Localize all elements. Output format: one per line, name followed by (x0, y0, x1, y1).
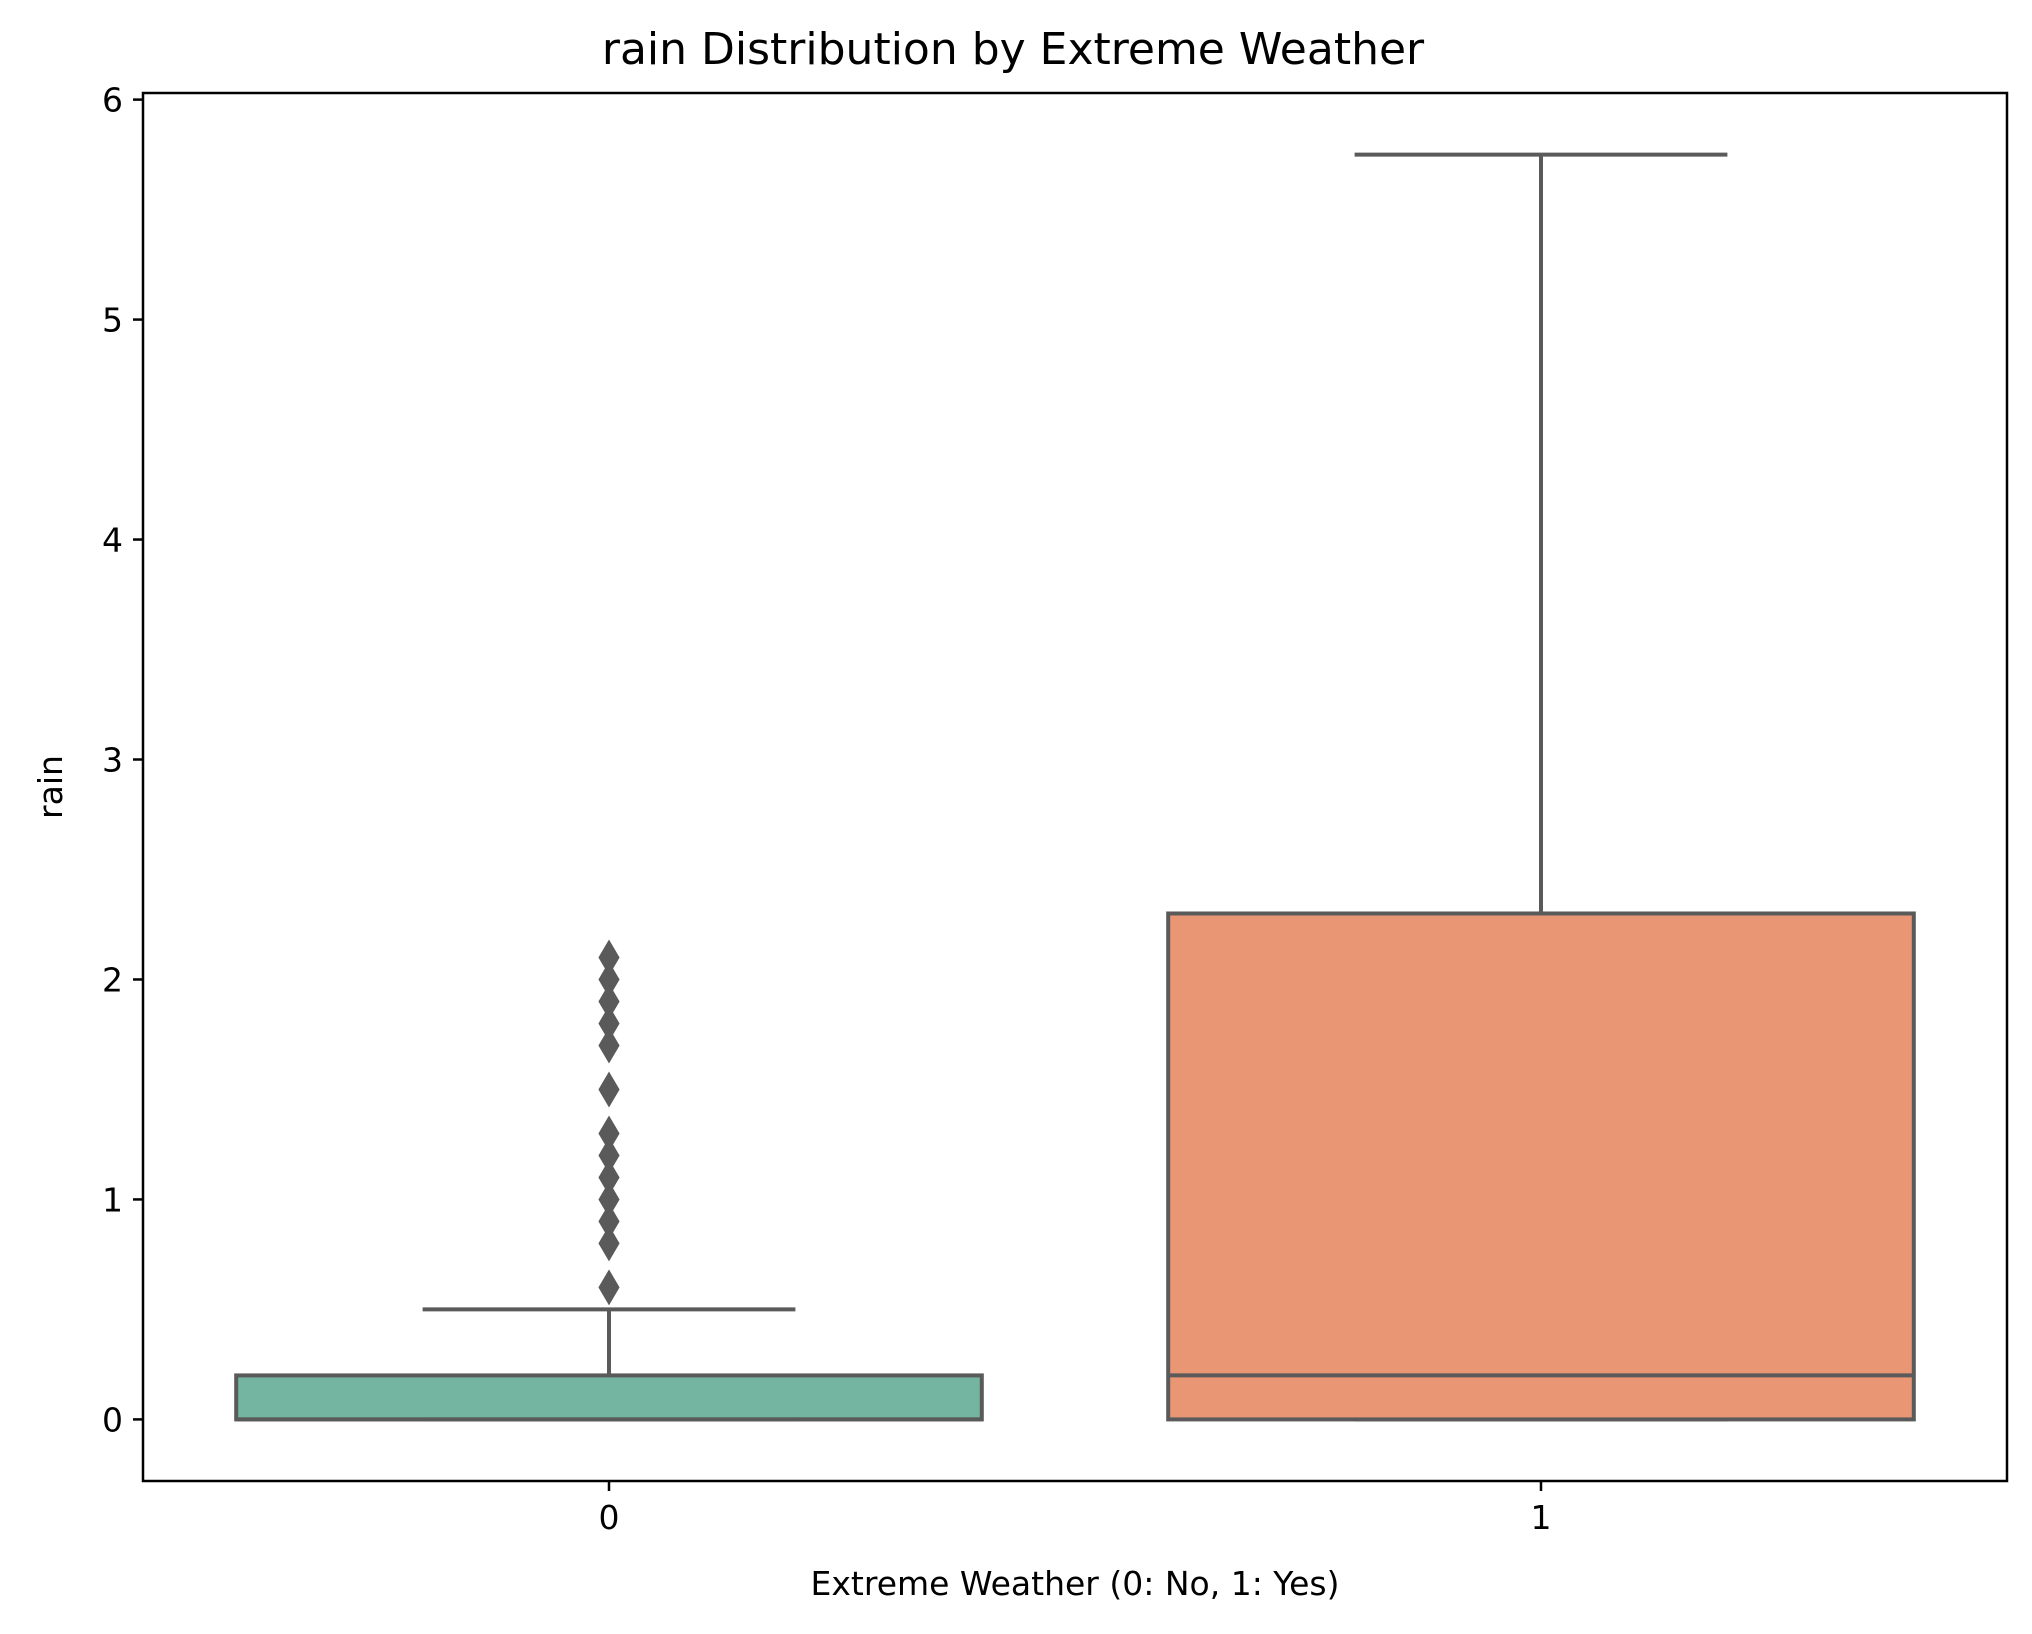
y-tick-label-1: 1 (102, 1180, 123, 1219)
outlier-point-0-1 (598, 1225, 620, 1262)
outlier-point-0-10 (598, 983, 620, 1020)
outlier-point-0-6 (598, 1115, 620, 1152)
y-tick-label-5: 5 (102, 301, 123, 340)
outlier-point-0-4 (598, 1159, 620, 1196)
y-tick-label-0: 0 (102, 1400, 123, 1439)
plot-area (234, 152, 1916, 1422)
outlier-point-0-11 (598, 961, 620, 998)
outlier-point-0-3 (598, 1181, 620, 1218)
outlier-point-0-7 (598, 1071, 620, 1108)
box-0 (234, 1373, 984, 1422)
y-tick-label-6: 6 (102, 81, 123, 120)
box-group-0 (234, 939, 984, 1422)
box-group-1 (1166, 152, 1916, 1422)
plot-frame (141, 91, 2009, 1483)
x-tick-label-0: 0 (599, 1498, 620, 1537)
outlier-point-0-0 (598, 1269, 620, 1306)
outlier-point-0-8 (598, 1027, 620, 1064)
outlier-point-0-12 (598, 939, 620, 976)
outlier-point-0-5 (598, 1137, 620, 1174)
x-tick-label-1: 1 (1531, 1498, 1552, 1537)
y-tick-label-2: 2 (102, 960, 123, 999)
outlier-point-0-9 (598, 1005, 620, 1042)
y-tick-label-4: 4 (102, 521, 123, 560)
y-axis: 0 1 2 3 4 5 6 (102, 81, 143, 1439)
outlier-point-0-2 (598, 1203, 620, 1240)
x-axis-label: Extreme Weather (0: No, 1: Yes) (811, 1564, 1340, 1603)
y-tick-label-3: 3 (102, 741, 123, 780)
y-axis-label: rain (31, 755, 70, 819)
box-1 (1166, 911, 1916, 1422)
chart-title: rain Distribution by Extreme Weather (602, 24, 1425, 75)
